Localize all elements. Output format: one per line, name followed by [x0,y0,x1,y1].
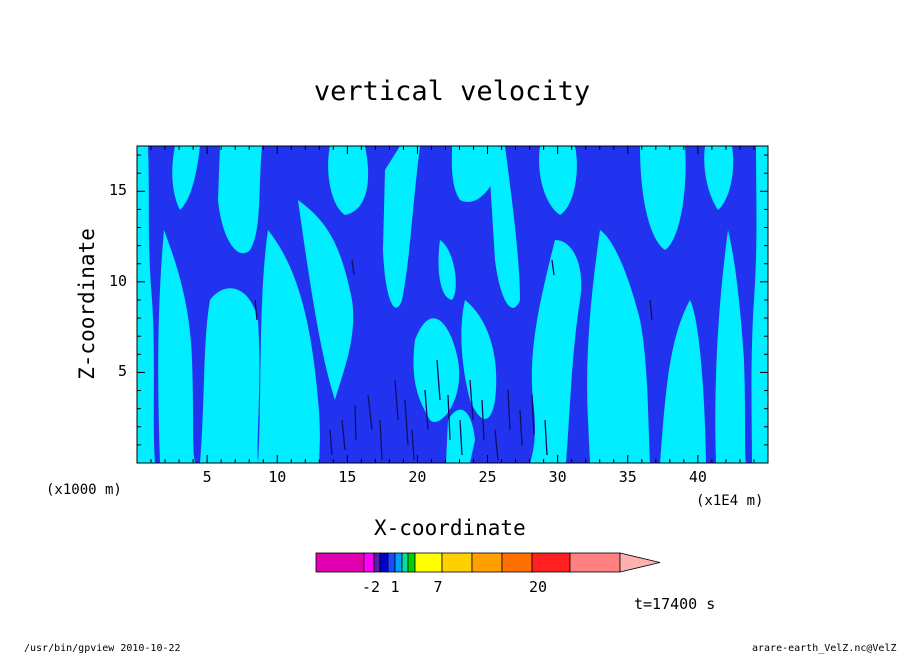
contour-line [507,389,511,431]
time-label: t=17400 s [634,595,716,613]
contour-band-high [158,230,195,463]
y-tick-label: 10 [108,271,127,290]
x-multiplier-label: (x1E4 m) [696,493,764,509]
chart-title: vertical velocity [313,76,591,107]
contour-line [531,394,535,436]
colorbar-swatch [394,552,403,573]
colorbar-swatch [501,552,533,573]
contour-band-high [200,288,260,463]
x-tick-label: 40 [688,468,707,486]
contour-line [481,399,485,441]
contour-band-high [587,230,650,463]
colorbar-swatch [379,552,389,573]
colorbar-swatch [407,552,416,573]
contour-line [519,409,523,446]
x-axis-label: X-coordinate [374,516,526,540]
colorbar-extension-arrow [619,552,661,573]
x-tick-label: 25 [478,468,497,486]
x-tick-label: 5 [202,468,212,486]
contour-band-high [298,200,354,400]
y-tick-label: 15 [108,181,127,200]
y-axis-label: Z-coordinate [75,228,99,380]
contour-band-high [488,146,520,308]
contour-line [411,429,415,461]
colorbar-label: 7 [433,578,443,596]
contour-line [254,299,258,321]
contour-band-high [539,146,577,215]
footer-right: arare-earth_VelZ.nc@VelZ [752,643,897,654]
contour-line [379,419,383,461]
contour-line [447,394,451,441]
colorbar-swatch [373,552,381,573]
colorbar-swatch [414,552,443,573]
x-axis-ticks [150,146,755,463]
x-tick-label: 15 [338,468,357,486]
contour-line [404,399,409,446]
contour-line [551,259,555,276]
colorbar-label: 20 [528,578,548,596]
contour-line [341,419,346,451]
contour-band-high [640,146,686,250]
contour-line [351,259,355,276]
plot-frame [136,145,769,464]
contour-line [354,404,357,441]
y-axis-ticks [137,154,768,446]
contour-line [436,359,441,401]
colorbar-swatch [401,552,409,573]
contour-band-high [137,146,155,463]
contour-band-high [660,300,706,463]
contour-fill-high [137,146,768,463]
footer-left: /usr/bin/gpview 2010-10-22 [24,643,181,654]
contour-line [494,429,499,461]
colorbar-swatch [441,552,473,573]
contour-line [544,419,548,456]
contour-field [137,146,768,463]
colorbar-swatch [531,552,571,573]
colorbar-label: -2 [361,578,381,596]
x-tick-label: 20 [408,468,427,486]
contour-band-high [715,230,746,463]
y-tick-label: 5 [117,362,127,381]
colorbar-swatch [471,552,503,573]
x-tick-label: 10 [268,468,287,486]
x-unit-label: (x1000 m) [46,482,122,498]
contour-band-high [258,230,320,463]
colorbar-swatch [387,552,396,573]
colorbar-swatch [569,552,621,573]
colorbar [315,552,661,573]
contour-line [459,419,463,456]
contour-band-high [328,146,369,215]
contour-line [424,389,429,431]
contour-band-high [438,240,456,300]
contour-band-high [383,146,420,308]
colorbar-swatch [363,552,375,573]
contour-line [329,429,333,456]
contour-band-high [530,240,582,463]
contour-band-high [218,146,262,254]
contour-band-high [704,146,734,210]
contour-line [367,394,373,431]
contour-band-high [751,146,768,463]
x-tick-label: 30 [548,468,567,486]
colorbar-label: 1 [390,578,400,596]
x-tick-label: 35 [618,468,637,486]
contour-dark-lines [254,259,653,461]
colorbar-swatch [315,552,365,573]
contour-line [469,379,474,421]
contour-line [649,299,653,321]
contour-line [394,379,399,421]
contour-band-high [172,146,200,210]
